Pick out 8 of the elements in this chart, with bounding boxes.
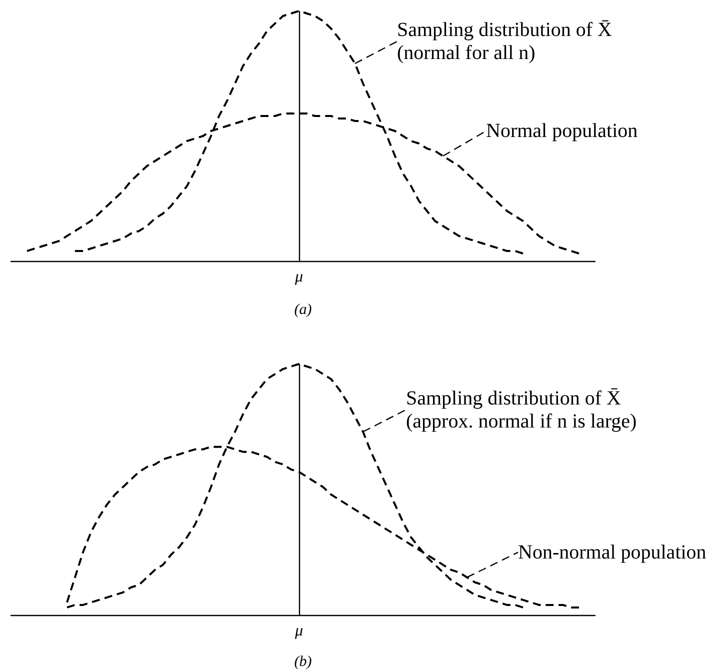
legend-label: Sampling distribution of X̄ (normal for all n) [397, 19, 613, 64]
legend-label: Normal population [486, 120, 638, 142]
text: (b) [294, 654, 312, 670]
text: (a) [294, 302, 312, 318]
text: μ [294, 268, 304, 286]
legend-label: Sampling distribution of X̄ (approx. normal if n is large) [406, 387, 637, 432]
text: μ [294, 622, 304, 640]
legend-label: Non-normal population [518, 541, 706, 564]
